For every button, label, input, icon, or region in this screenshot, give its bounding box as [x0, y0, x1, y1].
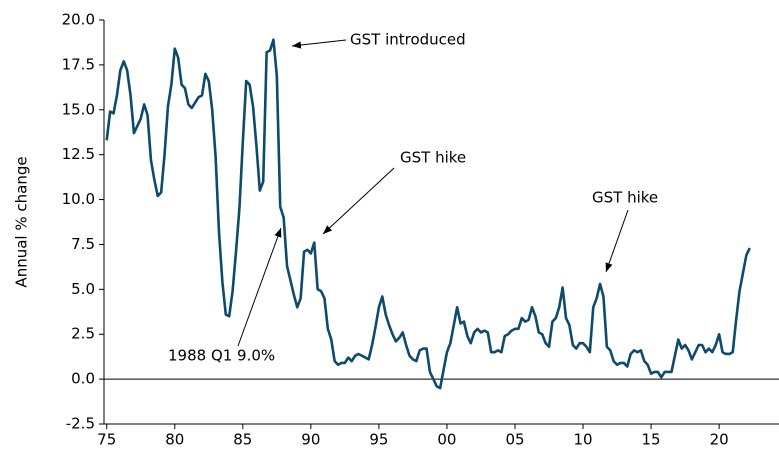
x-tick-label: 85 — [233, 431, 252, 449]
annotation: GST hike — [400, 149, 466, 167]
x-tick-label: 90 — [301, 431, 320, 449]
y-tick-label: 7.5 — [71, 235, 95, 253]
y-tick-label: 5.0 — [71, 280, 95, 298]
x-tick-label: 75 — [97, 431, 116, 449]
y-axis-label: Annual % change — [13, 156, 31, 287]
x-tick-label: 20 — [710, 431, 729, 449]
arrow — [291, 39, 347, 49]
x-tick-label: 05 — [505, 431, 524, 449]
y-tick-label: 15.0 — [62, 100, 95, 118]
y-tick-label: 0.0 — [71, 370, 95, 388]
y-tick-label: 20.0 — [62, 11, 95, 29]
y-tick-label: 2.5 — [71, 325, 95, 343]
arrow — [237, 227, 282, 347]
x-tick-label: 00 — [437, 431, 456, 449]
y-tick-label: 12.5 — [62, 145, 95, 163]
annotation: GST introduced — [350, 31, 466, 49]
arrow — [322, 167, 395, 235]
annotation: 1988 Q1 9.0% — [168, 347, 275, 365]
y-tick-label: 10.0 — [62, 190, 95, 208]
x-tick-label: 10 — [573, 431, 592, 449]
y-tick-label: -2.5 — [66, 415, 95, 433]
y-tick-label: 17.5 — [62, 55, 95, 73]
x-tick-label: 15 — [642, 431, 661, 449]
arrow — [605, 209, 629, 273]
line-series — [105, 38, 751, 390]
annotation: GST hike — [592, 189, 658, 207]
x-tick-label: 95 — [369, 431, 388, 449]
x-tick-label: 80 — [165, 431, 184, 449]
